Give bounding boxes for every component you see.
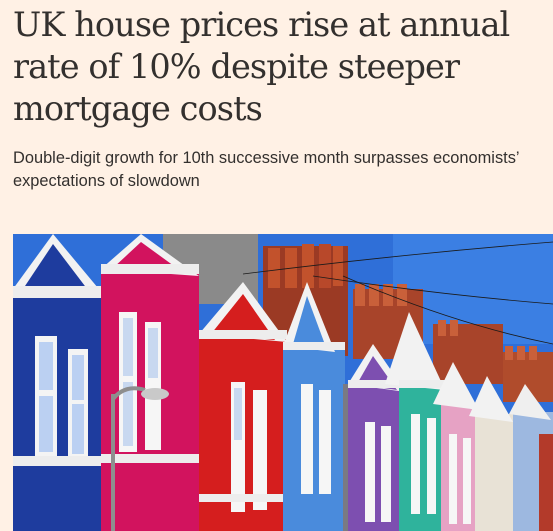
- house-magenta: [101, 234, 199, 531]
- house-purple: [348, 344, 406, 531]
- article-standfirst: Double-digit growth for 10th successive …: [13, 149, 519, 190]
- house-pink: [433, 362, 479, 531]
- house-teal: [385, 312, 445, 531]
- house-blue: [283, 282, 345, 531]
- article-headline: UK house prices rise at annual rate of 1…: [13, 5, 510, 128]
- house-navy: [13, 234, 103, 531]
- street-lamp: [111, 386, 169, 531]
- house-cream: [469, 376, 553, 531]
- terraced-houses-illustration: [13, 234, 553, 531]
- overhead-wires: [242, 241, 553, 345]
- article-photo: [13, 234, 553, 531]
- house-red: [199, 282, 287, 531]
